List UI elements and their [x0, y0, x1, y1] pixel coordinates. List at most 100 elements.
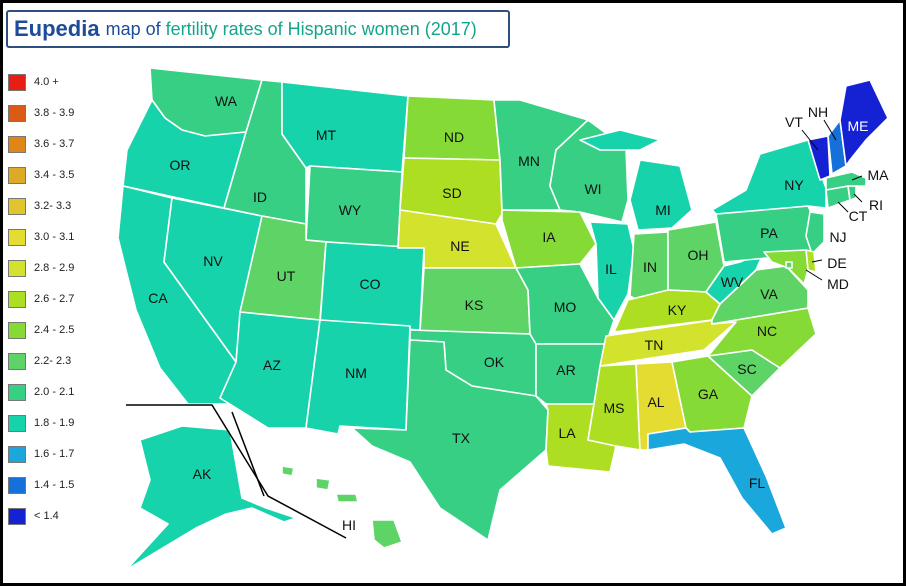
- label-nm: NM: [345, 365, 367, 381]
- state-mi[interactable]: [579, 129, 693, 231]
- label-sd: SD: [442, 185, 461, 201]
- label-wi: WI: [584, 181, 601, 197]
- legend-label: 3.2- 3.3: [34, 200, 72, 212]
- state-vt[interactable]: [807, 135, 831, 181]
- state-il[interactable]: [589, 221, 635, 321]
- legend-swatch: [8, 290, 26, 308]
- legend-swatch: [8, 197, 26, 215]
- state-ma[interactable]: [825, 171, 867, 191]
- state-ny[interactable]: [711, 139, 827, 215]
- legend-item: 1.4 - 1.5: [8, 475, 128, 495]
- label-ky: KY: [668, 302, 687, 318]
- label-ri: RI: [869, 197, 883, 213]
- label-nv: NV: [203, 253, 223, 269]
- state-me[interactable]: [839, 79, 889, 167]
- legend-swatch: [8, 445, 26, 463]
- label-va: VA: [760, 286, 778, 302]
- label-de: DE: [827, 255, 846, 271]
- label-ga: GA: [698, 386, 719, 402]
- state-ri[interactable]: [847, 185, 857, 201]
- label-ct: CT: [849, 208, 868, 224]
- legend-label: 2.0 - 2.1: [34, 386, 75, 398]
- label-mo: MO: [554, 299, 577, 315]
- legend-label: 2.2- 2.3: [34, 355, 72, 367]
- legend-item: 2.6 - 2.7: [8, 289, 128, 309]
- label-mn: MN: [518, 153, 540, 169]
- title-text: fertility rates of Hispanic women (2017): [165, 18, 477, 39]
- label-ia: IA: [542, 229, 556, 245]
- title-box: Eupedia map of fertility rates of Hispan…: [6, 10, 510, 48]
- leader-lines: [801, 119, 863, 281]
- legend-swatch: [8, 383, 26, 401]
- state-hi[interactable]: [281, 465, 403, 549]
- label-mt: MT: [316, 127, 337, 143]
- legend-item: 4.0 +: [8, 72, 128, 92]
- label-vt: VT: [785, 114, 803, 130]
- label-nc: NC: [757, 323, 777, 339]
- legend-label: 3.4 - 3.5: [34, 169, 75, 181]
- legend-swatch: [8, 166, 26, 184]
- label-ar: AR: [556, 362, 575, 378]
- legend-swatch: [8, 228, 26, 246]
- inset-divider: [126, 404, 347, 539]
- label-sc: SC: [737, 361, 756, 377]
- label-nh: NH: [808, 104, 828, 120]
- legend-label: 2.4 - 2.5: [34, 324, 75, 336]
- label-ks: KS: [465, 297, 484, 313]
- legend-label: 2.6 - 2.7: [34, 293, 75, 305]
- legend-swatch: [8, 352, 26, 370]
- label-ne: NE: [450, 238, 469, 254]
- label-wa: WA: [215, 93, 238, 109]
- legend-item: 2.4 - 2.5: [8, 320, 128, 340]
- state-ak[interactable]: [125, 425, 297, 571]
- legend-swatch: [8, 259, 26, 277]
- label-ma: MA: [868, 167, 890, 183]
- legend-label: < 1.4: [34, 510, 59, 522]
- label-id: ID: [253, 189, 267, 205]
- legend-item: 3.6 - 3.7: [8, 134, 128, 154]
- label-la: LA: [558, 425, 576, 441]
- inset-divider-ak: [231, 411, 265, 497]
- legend-swatch: [8, 476, 26, 494]
- label-wv: WV: [721, 274, 744, 290]
- legend-swatch: [8, 414, 26, 432]
- legend-item: 3.8 - 3.9: [8, 103, 128, 123]
- legend-item: 3.2- 3.3: [8, 196, 128, 216]
- legend-swatch: [8, 321, 26, 339]
- label-ny: NY: [784, 177, 804, 193]
- legend-label: 4.0 +: [34, 76, 59, 88]
- legend-swatch: [8, 507, 26, 525]
- legend-item: 3.0 - 3.1: [8, 227, 128, 247]
- state-nj[interactable]: [805, 211, 825, 255]
- label-nd: ND: [444, 129, 464, 145]
- state-tx[interactable]: [351, 339, 549, 541]
- legend-label: 3.6 - 3.7: [34, 138, 75, 150]
- legend-swatch: [8, 104, 26, 122]
- label-ok: OK: [484, 354, 505, 370]
- state-nd[interactable]: [403, 95, 501, 161]
- label-ak: AK: [193, 466, 212, 482]
- label-wy: WY: [339, 202, 362, 218]
- legend-item: 1.8 - 1.9: [8, 413, 128, 433]
- state-sd[interactable]: [399, 157, 503, 225]
- state-dc[interactable]: [785, 261, 793, 269]
- label-co: CO: [360, 276, 381, 292]
- state-fl[interactable]: [647, 427, 787, 535]
- label-tx: TX: [452, 430, 471, 446]
- state-nc[interactable]: [707, 307, 817, 369]
- legend-label: 3.8 - 3.9: [34, 107, 75, 119]
- label-md: MD: [827, 276, 849, 292]
- state-mt[interactable]: [281, 81, 409, 173]
- state-va[interactable]: [711, 265, 809, 325]
- label-az: AZ: [263, 357, 281, 373]
- eupedia-logo[interactable]: Eupedia: [14, 16, 100, 41]
- legend-label: 2.8 - 2.9: [34, 262, 75, 274]
- legend-label: 1.4 - 1.5: [34, 479, 75, 491]
- legend-label: 1.6 - 1.7: [34, 448, 75, 460]
- label-fl: FL: [749, 475, 766, 491]
- label-il: IL: [605, 261, 617, 277]
- state-nm[interactable]: [305, 319, 411, 435]
- label-mi: MI: [655, 202, 671, 218]
- state-tn[interactable]: [599, 319, 737, 367]
